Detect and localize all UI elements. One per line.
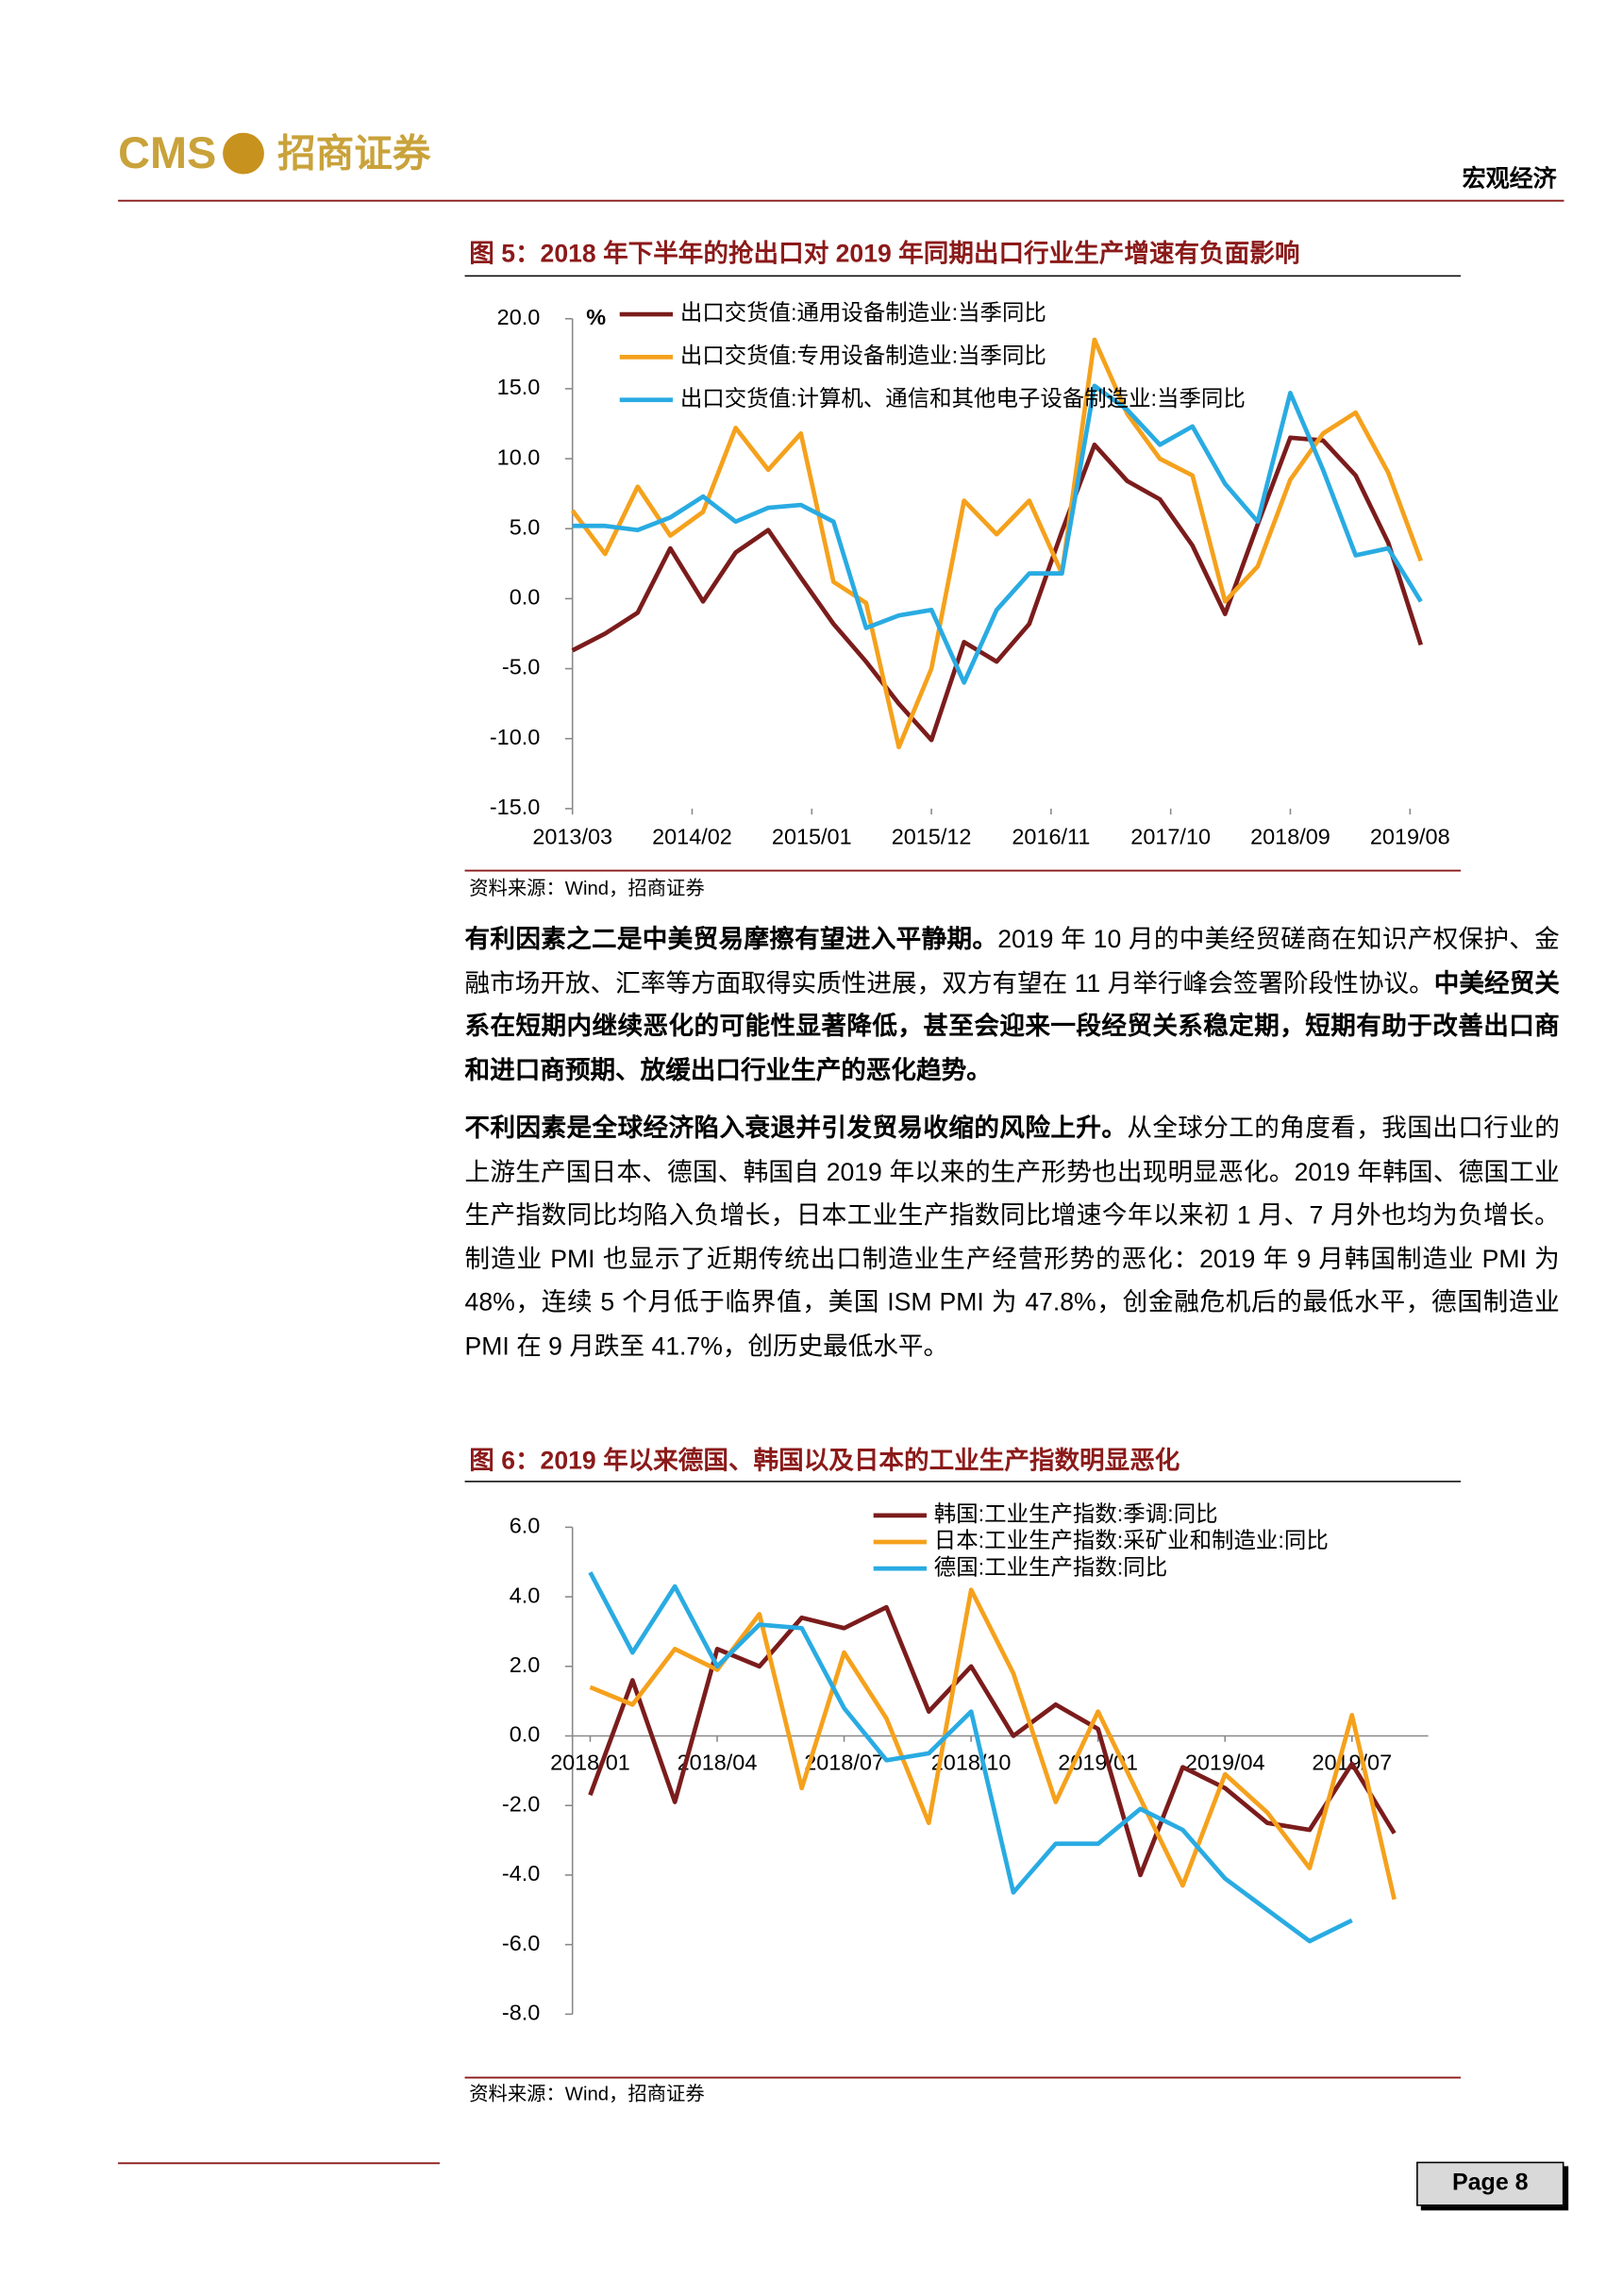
legend-label: 德国:工业生产指数:同比 — [934, 1554, 1167, 1579]
text-run: 2019 年 10 月的中美经贸磋商在知识产权保护、金融市场开放、汇率等方面取得… — [464, 925, 1560, 997]
figure-title: 图 6：2019 年以来德国、韩国以及日本的工业生产指数明显恶化 — [469, 1447, 1180, 1475]
series-line — [572, 383, 1423, 685]
x-tick-label: 2013/03 — [532, 824, 612, 848]
series-line — [571, 435, 1424, 743]
series-line — [589, 1587, 1397, 1901]
y-tick-label: 6.0 — [510, 1514, 541, 1538]
x-tick-label: 2015/12 — [892, 824, 972, 848]
y-tick-label: -15.0 — [490, 795, 540, 819]
page-number: Page 8 — [1416, 2161, 1564, 2206]
text-run: 中美经贸关系在短期内继续恶化的可能性显著降低，甚至会迎来一段经贸关系稳定期，短期… — [464, 968, 1560, 1084]
series-line — [588, 1604, 1397, 1878]
y-tick-label: 0.0 — [510, 585, 541, 610]
y-tick-label: 5.0 — [510, 514, 541, 539]
y-tick-label: 15.0 — [497, 375, 541, 399]
paragraph: 不利因素是全球经济陷入衰退并引发贸易收缩的风险上升。从全球分工的角度看，我国出口… — [465, 1107, 1560, 1368]
text-run: 从全球分工的角度看，我国出口行业的上游生产国日本、德国、韩国自 2019 年以来… — [464, 1114, 1560, 1360]
x-tick-label: 2019/04 — [1185, 1750, 1265, 1774]
y-tick-label: -6.0 — [502, 1931, 540, 1955]
x-tick-label: 2018/09 — [1250, 824, 1330, 848]
y-tick-label: -2.0 — [502, 1791, 540, 1816]
unit-label: % — [586, 305, 606, 329]
y-tick-label: 0.0 — [510, 1722, 541, 1747]
logo-icon — [223, 132, 264, 175]
x-tick-label: 2018/01 — [550, 1750, 630, 1774]
x-tick-label: 2019/08 — [1370, 824, 1450, 848]
x-tick-label: 2015/01 — [772, 824, 852, 848]
text-run: 有利因素之二是中美贸易摩擦有望进入平静期。 — [464, 925, 998, 954]
logo: CMS — [118, 128, 216, 177]
y-tick-label: 20.0 — [497, 305, 541, 329]
x-tick-label: 2018/07 — [804, 1750, 884, 1774]
paragraph: 有利因素之二是中美贸易摩擦有望进入平静期。2019 年 10 月的中美经贸磋商在… — [465, 918, 1560, 1093]
figure-title: 图 5：2018 年下半年的抢出口对 2019 年同期出口行业生产增速有负面影响 — [469, 240, 1299, 268]
section-name: 宏观经济 — [1463, 164, 1558, 192]
source-note: 资料来源：Wind，招商证券 — [469, 878, 704, 899]
x-tick-label: 2016/11 — [1012, 824, 1090, 848]
text-run: 不利因素是全球经济陷入衰退并引发贸易收缩的风险上升。 — [464, 1114, 1128, 1143]
y-tick-label: -10.0 — [490, 725, 540, 749]
series-line — [570, 337, 1423, 750]
legend-label: 出口交货值:专用设备制造业:当季同比 — [680, 344, 1046, 368]
source-note: 资料来源：Wind，招商证券 — [469, 2084, 704, 2105]
y-tick-label: 10.0 — [497, 444, 541, 469]
y-tick-label: 4.0 — [510, 1583, 541, 1607]
y-tick-label: -8.0 — [502, 2001, 540, 2025]
y-tick-label: 2.0 — [510, 1652, 541, 1677]
y-tick-label: -5.0 — [502, 655, 540, 679]
y-tick-label: -4.0 — [502, 1861, 540, 1885]
legend-label: 韩国:工业生产指数:季调:同比 — [934, 1501, 1218, 1526]
company-name: 招商证券 — [277, 131, 431, 175]
x-tick-label: 2017/10 — [1130, 824, 1211, 848]
series-line — [588, 1571, 1353, 1944]
legend-label: 日本:工业生产指数:采矿业和制造业:同比 — [934, 1528, 1329, 1552]
legend-label: 出口交货值:计算机、通信和其他电子设备制造业:当季同比 — [680, 386, 1246, 411]
legend-label: 出口交货值:通用设备制造业:当季同比 — [680, 300, 1046, 325]
x-tick-label: 2014/02 — [652, 824, 732, 848]
x-tick-label: 2018/04 — [678, 1750, 758, 1774]
x-tick-label: 2018/10 — [931, 1750, 1012, 1774]
